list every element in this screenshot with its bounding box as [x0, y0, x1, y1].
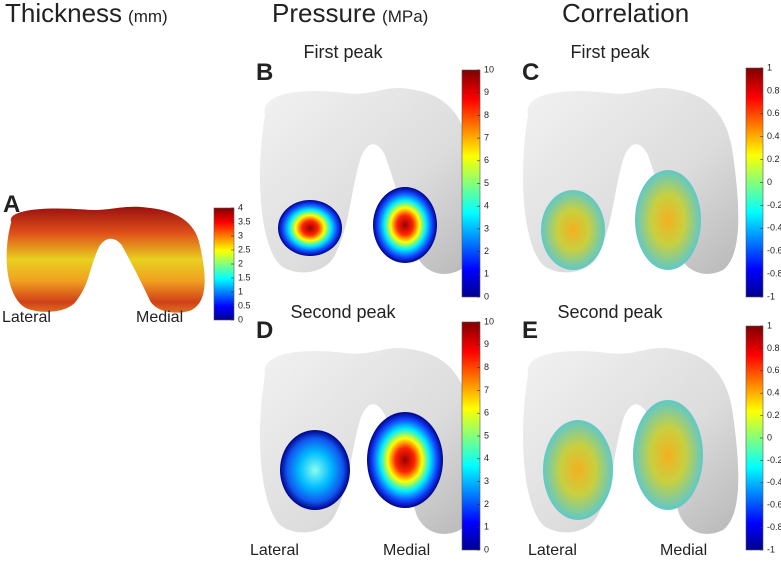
colorbar-tick-label: 5 [484, 430, 489, 440]
side-label: Medial [660, 542, 707, 559]
thickness-map [6, 206, 205, 313]
colorbar-tick-label: 9 [484, 339, 489, 349]
colorbar-tick-label: 7 [484, 385, 489, 395]
colorbar-tick-label: 0.2 [767, 410, 780, 420]
colorbar-tick-label: 0.4 [767, 131, 780, 141]
colorbar-tick-label: 3.5 [238, 216, 251, 226]
knee-b [260, 88, 476, 274]
colorbar-tick-label: 0 [484, 291, 489, 301]
colorbar-tick-label: 0 [767, 432, 772, 442]
colorbar-tick-label: 5 [484, 178, 489, 188]
colorbar-tick-label: -0.2 [767, 200, 781, 210]
colorbar-tick-label: 0.8 [767, 85, 780, 95]
colorbar-tick-label: 0.8 [767, 343, 780, 353]
colorbar-tick-label: 0.5 [238, 300, 251, 310]
colorbar-tick-label: 3 [484, 223, 489, 233]
header-title: Thickness [5, 0, 122, 28]
knee-c [523, 88, 739, 274]
colorbar-tick-label: 0.2 [767, 154, 780, 164]
header-unit: (MPa) [382, 7, 428, 26]
colorbar-tick-label: -0.4 [767, 223, 781, 233]
header: Pressure (MPa) [272, 0, 428, 28]
side-label: Lateral [2, 309, 51, 326]
header-title: Correlation [562, 0, 689, 28]
side-label: Medial [383, 542, 430, 559]
panel-letter: D [256, 317, 273, 344]
colorbar-tick-label: -0.4 [767, 477, 781, 487]
colorbar-tick-label: 0 [767, 177, 772, 187]
colorbar-tick-label: -0.6 [767, 246, 781, 256]
colorbar-tick-label: 7 [484, 132, 489, 142]
knee-d [260, 348, 476, 534]
colorbar-tick-label: -0.2 [767, 455, 781, 465]
colorbar-tick-label: -1 [767, 291, 775, 301]
colorbar-tick-label: 1 [484, 522, 489, 532]
panel-letter: E [522, 317, 538, 344]
header: Thickness (mm) [5, 0, 168, 28]
colorbar-tick-label: 8 [484, 362, 489, 372]
colorbar-tick-label: 1 [238, 286, 243, 296]
colorbar-tick-label: 4 [484, 201, 489, 211]
colorbar-tick-label: 2 [484, 499, 489, 509]
panel-subtitle: First peak [570, 42, 650, 62]
colorbar-tick-label: 0 [484, 544, 489, 554]
header: Correlation [562, 0, 689, 28]
colorbar-tick-label: 6 [484, 408, 489, 418]
colorbar-tick-label: 0.6 [767, 108, 780, 118]
colorbar-tick-label: 4 [238, 202, 243, 212]
colorbar-tick-label: 3 [484, 476, 489, 486]
colorbar-tick-label: 1 [767, 62, 772, 72]
colorbar-tick-label: 3 [238, 230, 243, 240]
colorbar-tick-label: 0 [238, 314, 243, 324]
side-label: Lateral [250, 542, 299, 559]
colorbar-tick-label: 0.4 [767, 388, 780, 398]
colorbar-tick-label: 10 [484, 64, 494, 74]
colorbar-tick-label: 2 [484, 246, 489, 256]
knee-e [523, 348, 739, 534]
colorbar-tick-label: 4 [484, 453, 489, 463]
colorbar-tick-label: 9 [484, 87, 489, 97]
colorbar-tick-label: 10 [484, 316, 494, 326]
colorbar-tick-label: 2 [238, 258, 243, 268]
colorbar-tick-label: 1 [767, 320, 772, 330]
side-label: Lateral [528, 542, 577, 559]
colorbar-tick-label: 1.5 [238, 272, 251, 282]
panel-subtitle: Second peak [557, 302, 663, 322]
header-unit: (mm) [128, 7, 168, 26]
colorbar-tick-label: 0.6 [767, 365, 780, 375]
panel-subtitle: First peak [303, 42, 383, 62]
panel-subtitle: Second peak [290, 302, 396, 322]
header-title: Pressure [272, 0, 376, 28]
colorbar-tick-label: -0.8 [767, 268, 781, 278]
panel-letter: C [522, 59, 539, 86]
panel-letter: A [3, 191, 20, 218]
colorbar-tick-label: -1 [767, 544, 775, 554]
panel-letter: B [256, 59, 273, 86]
colorbar-tick-label: 2.5 [238, 244, 251, 254]
colorbar-tick-label: 6 [484, 155, 489, 165]
colorbar-tick-label: -0.6 [767, 500, 781, 510]
colorbar-tick-label: 1 [484, 269, 489, 279]
colorbar-tick-label: -0.8 [767, 522, 781, 532]
colorbar-tick-label: 8 [484, 110, 489, 120]
side-label: Medial [136, 309, 183, 326]
